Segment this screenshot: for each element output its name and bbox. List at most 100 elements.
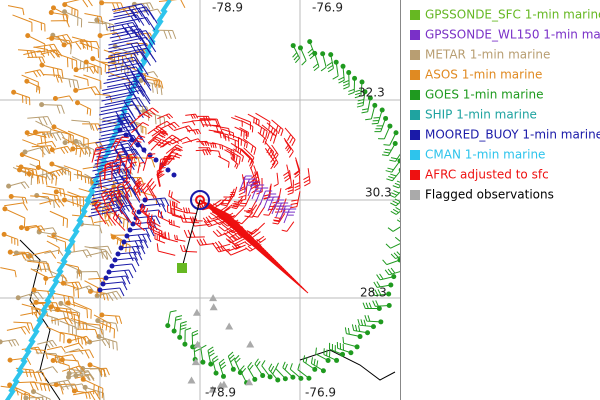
station-dot: [8, 194, 14, 200]
wind-barb: [289, 363, 302, 379]
wind-barb: [385, 160, 400, 173]
wind-barb: [3, 233, 19, 246]
wind-barb: [172, 136, 193, 145]
station-dot: [404, 194, 409, 199]
wind-barb: [189, 216, 203, 222]
wind-barb: [46, 326, 65, 344]
wind-barb: [240, 148, 251, 163]
legend-label: ASOS 1-min marine: [425, 68, 542, 82]
grid-label: -78.9: [205, 386, 236, 400]
station-dot: [406, 175, 411, 180]
wind-barb: [107, 22, 140, 35]
legend-swatch: [410, 70, 420, 80]
wind-barb: [46, 379, 74, 391]
legend-swatch: [410, 50, 420, 60]
flagged-marker: [219, 380, 228, 388]
wind-barb: [157, 113, 174, 120]
wind-barb: [141, 203, 167, 213]
wind-barb: [222, 245, 241, 252]
station-dot: [39, 102, 45, 108]
wind-barb: [390, 207, 400, 215]
station-dot: [73, 373, 79, 379]
wind-barb: [46, 240, 60, 255]
coastline: [299, 349, 396, 381]
wind-barb: [158, 162, 167, 175]
station-dot: [411, 213, 416, 218]
wind-barb: [65, 0, 93, 8]
station-dot: [7, 249, 13, 255]
wind-barb: [27, 132, 47, 145]
wind-barb: [39, 231, 58, 242]
station-dot: [333, 59, 339, 65]
station-dot: [2, 206, 8, 212]
wind-barb: [115, 151, 124, 162]
wind-barb: [71, 119, 93, 130]
wind-barb: [100, 104, 144, 119]
wind-barb: [126, 64, 147, 85]
wind-barb: [108, 14, 145, 28]
station-dot: [87, 362, 93, 368]
legend: GPSSONDE_SFC 1-min marine GPSSONDE_WL150 …: [410, 8, 600, 202]
station-dot: [18, 164, 24, 170]
wind-barb: [212, 125, 231, 137]
station-dot: [43, 276, 49, 282]
wind-barb: [292, 45, 301, 64]
wind-barb: [94, 157, 135, 173]
cman-streak: [140, 48, 152, 64]
grid-label: -76.9: [305, 386, 336, 400]
wind-barb: [211, 240, 231, 249]
station-dot: [59, 357, 65, 363]
wind-barb: [25, 396, 44, 400]
station-dot: [141, 147, 147, 153]
station-dot: [50, 357, 56, 363]
wind-barb: [281, 221, 295, 232]
grid-labels: -78.9 -76.9 32.3 30.3 28.3 -78.9 -76.9: [205, 1, 392, 400]
wind-barb: [376, 273, 394, 281]
flagged-marker: [191, 358, 200, 366]
wind-barb: [155, 120, 172, 128]
wind-barb: [75, 65, 98, 74]
wind-barb: [106, 72, 151, 87]
cman-streak: [12, 368, 24, 384]
wind-barb: [62, 383, 87, 392]
wind-barb: [272, 213, 286, 225]
wind-barb: [282, 361, 294, 378]
wind-barb: [96, 156, 104, 168]
wind-barb: [36, 140, 57, 148]
cman-streak: [56, 258, 68, 274]
wind-barb: [102, 281, 128, 291]
wind-barb: [332, 62, 339, 80]
wind-barb: [74, 285, 94, 293]
cman-streak: [88, 178, 100, 194]
wind-barb: [390, 251, 400, 260]
wind-barb: [77, 322, 103, 335]
wind-barb: [140, 79, 163, 96]
cman-streak: [44, 288, 56, 304]
wind-barb: [234, 126, 248, 140]
wind-barb: [267, 196, 281, 212]
station-dot: [24, 226, 30, 232]
legend-label: SHIP 1-min marine: [425, 108, 537, 122]
flagged-marker: [246, 340, 255, 348]
wind-barb: [289, 191, 301, 209]
wind-barb: [196, 140, 210, 147]
wind-barb: [385, 243, 400, 249]
grid-label: 28.3: [360, 286, 387, 300]
wind-barb: [103, 162, 112, 180]
station-dot: [138, 77, 144, 83]
station-dot: [73, 87, 79, 93]
wind-barb: [73, 173, 92, 187]
wind-barb: [12, 14, 33, 32]
wind-barb: [394, 236, 400, 242]
wind-barb: [362, 302, 380, 310]
wind-barb: [371, 109, 383, 125]
wind-barb: [172, 201, 183, 211]
wind-barb: [4, 208, 26, 228]
wind-barb: [239, 194, 252, 207]
wind-barb: [42, 192, 60, 203]
grid-label: 32.3: [358, 86, 385, 100]
wind-barb: [152, 29, 177, 40]
wind-barb: [208, 129, 225, 139]
station-dot: [410, 232, 415, 237]
wind-barb: [168, 219, 181, 228]
